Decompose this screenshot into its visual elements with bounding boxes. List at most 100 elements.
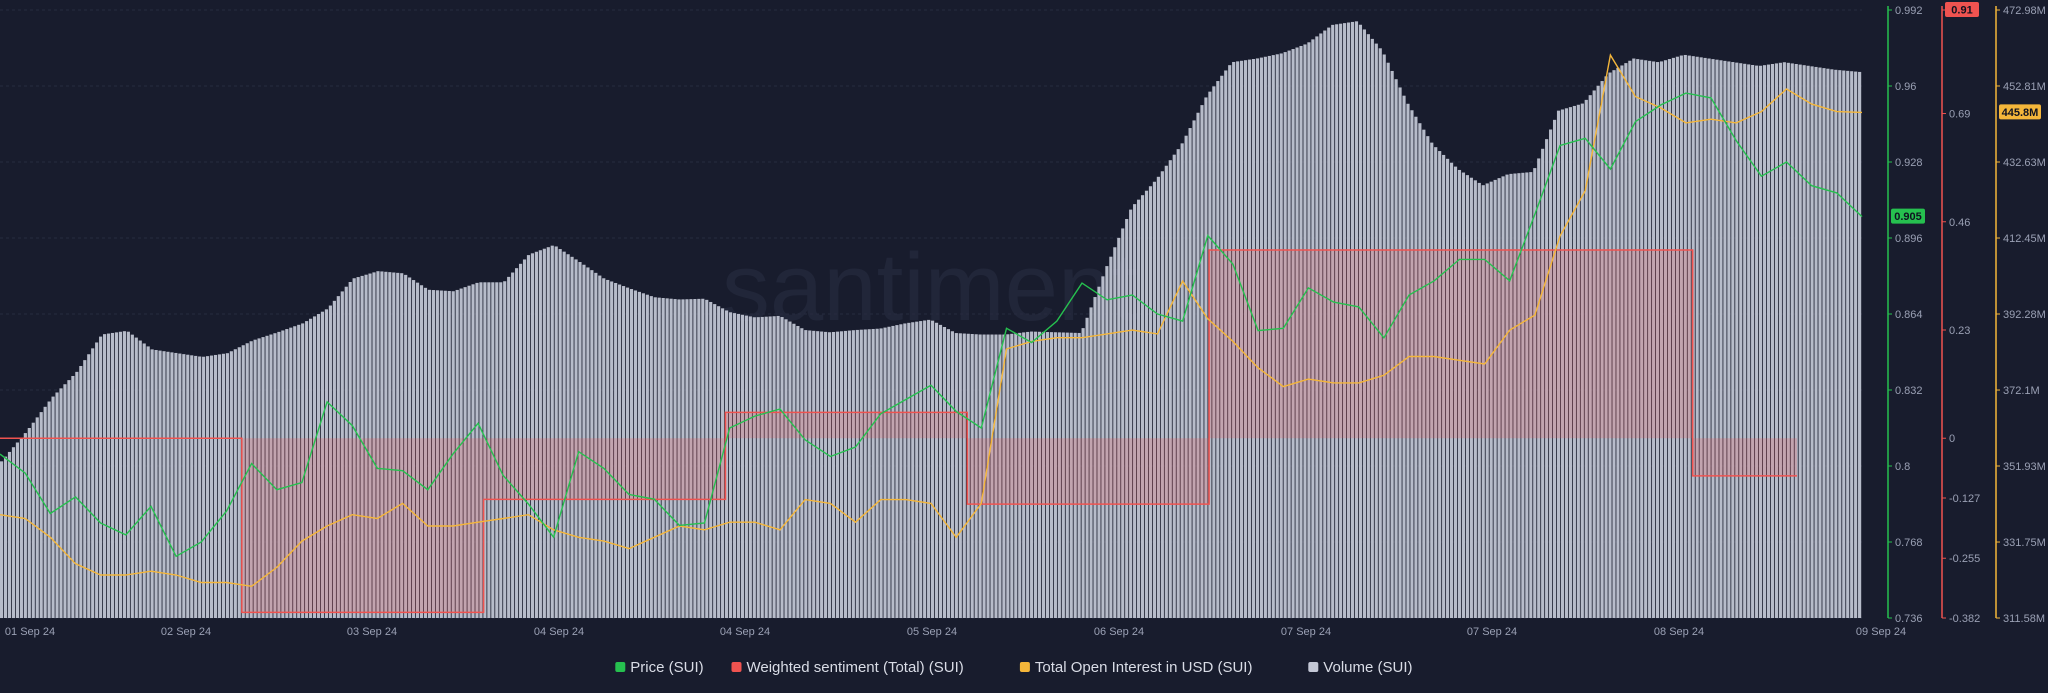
volume-bar bbox=[685, 299, 689, 618]
volume-bar bbox=[11, 447, 16, 618]
volume-bar bbox=[1632, 58, 1636, 619]
volume-bar bbox=[1493, 179, 1497, 619]
sentiment-block bbox=[241, 438, 484, 613]
price-current-badge-bg bbox=[1891, 208, 1925, 224]
volume-bar bbox=[1109, 256, 1113, 618]
legend-item: Total Open Interest in USD (SUI) bbox=[1019, 659, 1253, 676]
volume-bar bbox=[1517, 173, 1521, 619]
volume-bar bbox=[978, 334, 982, 618]
volume-bar bbox=[1370, 38, 1374, 618]
x-tick-label: 05 Sep 24 bbox=[907, 626, 957, 638]
volume-bar bbox=[364, 274, 368, 618]
volume-bar bbox=[1311, 39, 1315, 618]
volume-bar bbox=[1156, 176, 1160, 619]
volume-bar bbox=[919, 321, 923, 618]
volume-bar bbox=[1073, 332, 1077, 618]
volume-bar bbox=[594, 272, 598, 618]
volume-bar bbox=[1556, 110, 1561, 618]
volume-bar bbox=[1473, 180, 1477, 618]
volume-bar bbox=[538, 250, 542, 619]
volume-bar bbox=[186, 354, 190, 618]
volume-bar bbox=[1485, 183, 1489, 618]
price-tick-label: 0.992 bbox=[1895, 5, 1923, 17]
volume-bar bbox=[1604, 76, 1608, 618]
volume-bar bbox=[431, 290, 435, 618]
volume-bar bbox=[1430, 142, 1434, 618]
volume-bar bbox=[1121, 228, 1125, 619]
volume-bar bbox=[1572, 105, 1576, 619]
volume-bar bbox=[360, 275, 364, 618]
volume-bar bbox=[1184, 135, 1188, 618]
volume-bar bbox=[1398, 87, 1402, 618]
volume-bar bbox=[134, 337, 138, 618]
x-axis: 01 Sep 24 02 Sep 24 03 Sep 24 04 Sep 24 04 S… bbox=[5, 626, 1906, 638]
price-tick-label: 0.896 bbox=[1895, 233, 1923, 245]
volume-bar bbox=[1477, 182, 1481, 618]
volume-bar bbox=[1164, 165, 1168, 619]
volume-bar bbox=[946, 329, 951, 618]
price-tick-label: 0.832 bbox=[1895, 385, 1923, 397]
sentiment-block bbox=[1209, 250, 1451, 439]
volume-bar bbox=[1814, 66, 1818, 618]
open-interest-tick-label: 452.81M bbox=[2003, 81, 2046, 93]
volume-bar bbox=[1037, 331, 1042, 618]
volume-bar bbox=[740, 314, 744, 618]
volume-bar bbox=[511, 272, 515, 618]
volume-bar bbox=[320, 311, 325, 618]
open-interest-current-badge: 445.8M bbox=[1999, 104, 2041, 120]
volume-bar bbox=[1343, 23, 1347, 619]
x-tick-label: 01 Sep 24 bbox=[5, 626, 55, 638]
volume-bar bbox=[542, 248, 546, 618]
volume-bar bbox=[669, 298, 673, 618]
sentiment-tick-label: 0.23 bbox=[1949, 325, 1970, 337]
volume-bar bbox=[899, 324, 903, 618]
volume-bar bbox=[106, 333, 111, 618]
volume-bar bbox=[285, 329, 289, 618]
volume-bar bbox=[1834, 69, 1838, 618]
volume-bar bbox=[467, 285, 471, 618]
x-tick-label: 04 Sep 24 bbox=[534, 626, 584, 638]
volume-bar bbox=[233, 349, 237, 618]
volume-bar bbox=[146, 346, 150, 618]
volume-bar bbox=[221, 353, 226, 618]
volume-bar bbox=[1097, 286, 1101, 618]
volume-bar bbox=[1739, 63, 1743, 618]
volume-bar bbox=[1770, 63, 1775, 619]
volume-bar bbox=[1608, 72, 1612, 619]
volume-bar bbox=[578, 262, 582, 618]
volume-bar bbox=[277, 331, 281, 618]
volume-bar bbox=[1279, 53, 1283, 618]
volume-bar bbox=[574, 259, 578, 618]
legend-label: Total Open Interest in USD (SUI) bbox=[1035, 659, 1253, 676]
volume-bar bbox=[816, 331, 820, 618]
volume-bar bbox=[1034, 331, 1038, 618]
volume-bar bbox=[1263, 56, 1267, 619]
open-interest-tick-label: 472.98M bbox=[2003, 5, 2046, 17]
volume-bar bbox=[550, 245, 554, 618]
volume-bar bbox=[237, 347, 241, 618]
x-tick-label: 02 Sep 24 bbox=[161, 626, 211, 638]
volume-bar bbox=[1584, 99, 1588, 618]
volume-bar bbox=[1533, 168, 1537, 618]
volume-bar bbox=[1192, 120, 1196, 618]
volume-bar bbox=[546, 247, 550, 618]
volume-bar bbox=[673, 299, 677, 618]
volume-bar bbox=[1457, 169, 1462, 618]
volume-bar bbox=[903, 323, 907, 618]
volume-bar bbox=[1283, 52, 1287, 619]
volume-bar bbox=[570, 256, 574, 618]
volume-bar bbox=[764, 316, 768, 618]
open-interest-tick-label: 351.93M bbox=[2003, 461, 2046, 473]
volume-bar bbox=[1315, 36, 1319, 618]
volume-bar bbox=[1652, 61, 1656, 619]
volume-bar bbox=[1636, 59, 1640, 618]
open-interest-tick-label: 311.58M bbox=[2003, 613, 2045, 625]
volume-bar bbox=[19, 437, 23, 618]
sentiment-current-badge: 0.91 bbox=[1945, 2, 1979, 17]
volume-bar bbox=[792, 323, 796, 618]
volume-bar bbox=[182, 354, 186, 618]
volume-bar bbox=[126, 331, 130, 618]
volume-bar bbox=[1200, 105, 1204, 618]
volume-bar bbox=[301, 323, 305, 618]
